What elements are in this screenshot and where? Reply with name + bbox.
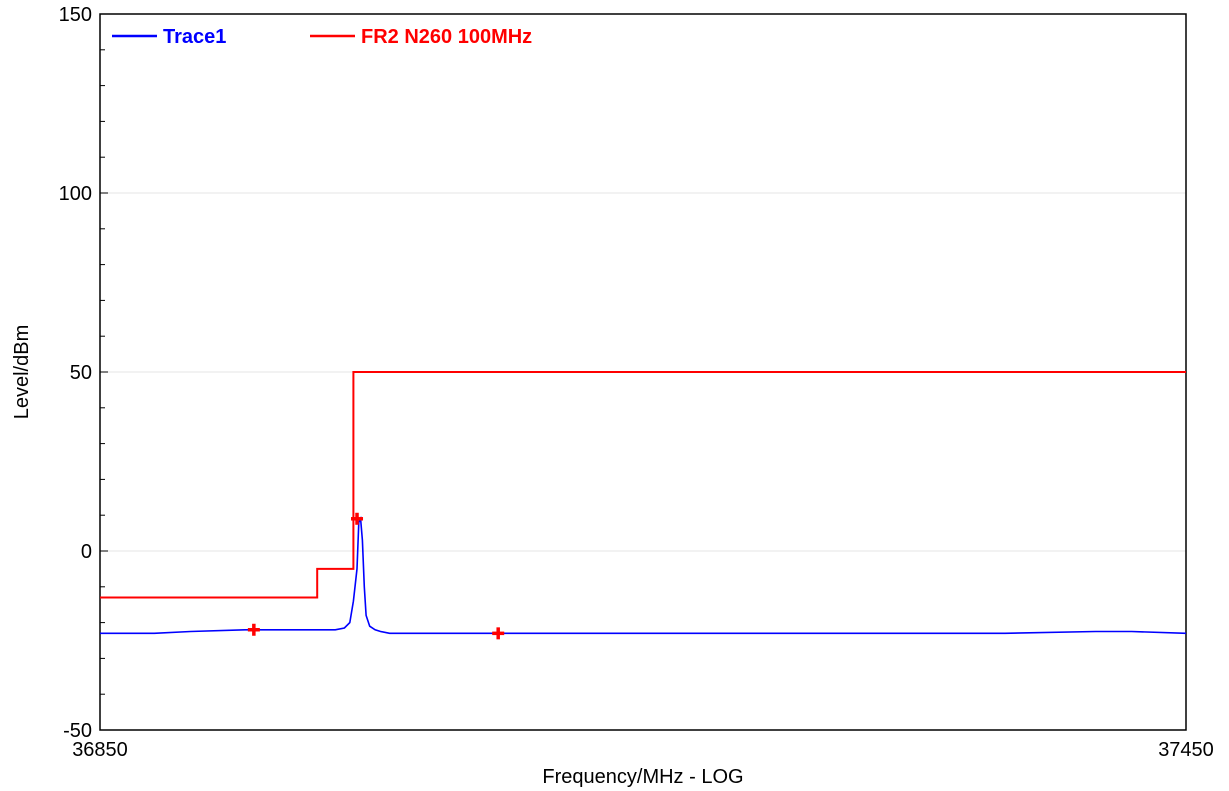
y-tick-label: 50	[70, 362, 92, 384]
x-tick-label-min: 36850	[72, 739, 128, 761]
peak-marker	[247, 623, 260, 636]
x-tick-label-max: 37450	[1158, 739, 1214, 761]
peak-marker	[492, 627, 505, 640]
legend: Trace1 FR2 N260 100MHz	[112, 26, 532, 48]
peak-marker	[351, 512, 364, 525]
series-line-limit	[100, 371, 1186, 599]
series-layer	[100, 371, 1187, 635]
series-line-trace1	[100, 515, 1187, 635]
y-tick-label: 0	[81, 541, 92, 563]
y-tick-label: 100	[59, 183, 92, 205]
legend-label-trace1: Trace1	[163, 26, 226, 48]
y-tick-labels: -50 0 50 100 150	[59, 4, 92, 742]
x-axis-title: Frequency/MHz - LOG	[542, 766, 743, 788]
marker-layer	[247, 512, 505, 640]
legend-label-limit: FR2 N260 100MHz	[361, 26, 532, 48]
y-tick-label: 150	[59, 4, 92, 26]
y-axis-title: Level/dBm	[11, 325, 33, 420]
y-minor-ticks	[100, 13, 108, 731]
y-tick-label: -50	[63, 720, 92, 742]
